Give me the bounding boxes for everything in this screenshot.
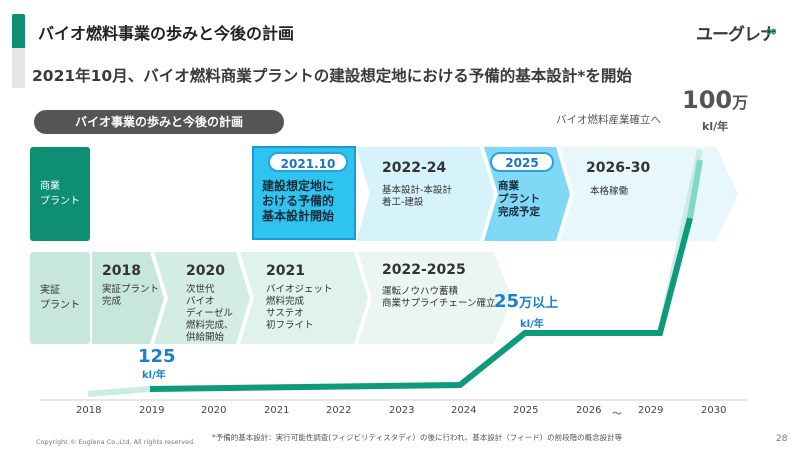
desc-2021-line2: 燃料完成 bbox=[266, 296, 305, 307]
highlight-line1: 建設想定地に bbox=[262, 179, 335, 193]
desc-2021-line3: サステオ bbox=[266, 308, 304, 319]
highlight-line2: おける予備的 bbox=[262, 194, 335, 208]
desc-2022-2025-line2: 商業サプライチェーン確立 bbox=[382, 298, 496, 309]
axis-year-2022: 2022 bbox=[326, 405, 352, 416]
year-2021: 2021 bbox=[266, 263, 305, 279]
year-2026-30: 2026-30 bbox=[586, 160, 651, 176]
row-label-commercial-line1: 商業 bbox=[40, 181, 60, 192]
highlight-text-2021: 建設想定地に おける予備的 基本設計開始 bbox=[262, 179, 334, 224]
demo-arrow-2018 bbox=[92, 252, 164, 344]
desc-2021-line4: 初フライト bbox=[266, 320, 314, 331]
target-capacity-unit: kl/年 bbox=[702, 120, 729, 133]
desc-2025-line2: プラント bbox=[498, 193, 540, 205]
desc-2022-24: 基本設計-本設計 着工-建設 bbox=[382, 185, 452, 209]
page-number: 28 bbox=[776, 434, 788, 444]
commercial-arrow-2022 bbox=[356, 147, 494, 241]
desc-2026-30: 本格稼働 bbox=[590, 186, 629, 197]
desc-2025-line1: 商業 bbox=[498, 180, 519, 192]
desc-2022-2025: 運転ノウハウ蓄積 商業サプライチェーン確立 bbox=[382, 286, 496, 310]
target-capacity-number: 100 bbox=[682, 86, 733, 114]
desc-2020-line5: 供給開始 bbox=[186, 332, 225, 343]
highlight-line3: 基本設計開始 bbox=[262, 209, 335, 223]
demo-arrow-2020 bbox=[154, 252, 250, 344]
year-2020: 2020 bbox=[186, 263, 225, 279]
company-logo: ユーグレナ bbox=[696, 25, 777, 45]
target-capacity: 100万 bbox=[682, 86, 748, 114]
year-pill-2025: 2025 bbox=[490, 152, 554, 172]
footnote: *予備的基本設計：実行可能性調査(フィジビリティスタディ）の後に行われ、基本設計… bbox=[212, 433, 623, 442]
capacity-25man: 25万以上 bbox=[494, 291, 558, 312]
desc-2022-2025-line1: 運転ノウハウ蓄積 bbox=[382, 286, 459, 297]
desc-2022-24-line1: 基本設計-本設計 bbox=[382, 185, 452, 196]
axis-year-2021: 2021 bbox=[264, 405, 290, 416]
capacity-25man-unit: kl/年 bbox=[520, 319, 544, 330]
year-pill-2021-10: 2021.10 bbox=[268, 152, 348, 172]
axis-year-2023: 2023 bbox=[389, 405, 415, 416]
row-label-demo-line1: 実証 bbox=[40, 285, 60, 296]
target-capacity-man: 万 bbox=[732, 93, 749, 112]
header-accent-bar-grey bbox=[12, 48, 25, 88]
header-accent-bar bbox=[12, 14, 25, 48]
desc-2021: バイオジェット 燃料完成 サステオ 初フライト bbox=[266, 284, 333, 332]
demo-arrow-2022 bbox=[358, 252, 512, 344]
desc-2018-line2: 完成 bbox=[102, 296, 122, 307]
row-label-demo: 実証 プラント bbox=[30, 252, 90, 344]
row-label-demo-line2: プラント bbox=[40, 300, 80, 311]
axis-year-2024: 2024 bbox=[451, 405, 477, 416]
desc-2020-line3: ディーゼル bbox=[186, 308, 233, 319]
commercial-row-blank bbox=[92, 147, 250, 241]
growth-line bbox=[149, 217, 693, 392]
desc-2020-line4: 燃料完成、 bbox=[186, 320, 234, 331]
desc-2018-line1: 実証プラント bbox=[102, 284, 160, 295]
axis-year-2019: 2019 bbox=[139, 405, 165, 416]
row-label-commercial: 商業 プラント bbox=[30, 147, 90, 241]
demo-arrow-2021 bbox=[240, 252, 368, 344]
desc-2025: 商業 プラント 完成予定 bbox=[498, 180, 540, 219]
page-subtitle: 2021年10月、バイオ燃料商業プラントの建設想定地における予備的基本設計*を開… bbox=[32, 67, 632, 85]
axis-tilde: 〜 bbox=[612, 409, 622, 420]
row-label-commercial-line2: プラント bbox=[40, 196, 80, 207]
desc-2021-line1: バイオジェット bbox=[266, 284, 333, 295]
axis-year-2026: 2026 bbox=[576, 405, 602, 416]
year-2022-2025: 2022-2025 bbox=[382, 262, 466, 278]
desc-2020-line1: 次世代 bbox=[186, 284, 215, 295]
capacity-25man-number: 25 bbox=[494, 291, 520, 312]
desc-2018: 実証プラント 完成 bbox=[102, 284, 159, 308]
axis-year-2025: 2025 bbox=[513, 405, 539, 416]
desc-2022-24-line2: 着工-建設 bbox=[382, 197, 424, 208]
desc-2020: 次世代 バイオ ディーゼル 燃料完成、 供給開始 bbox=[186, 284, 234, 344]
axis-year-2029: 2029 bbox=[638, 405, 664, 416]
page-title: バイオ燃料事業の歩みと今後の計画 bbox=[38, 24, 295, 43]
capacity-125: 125 bbox=[138, 346, 176, 367]
section-pill: バイオ事業の歩みと今後の計画 bbox=[34, 110, 284, 134]
growth-line-future bbox=[687, 159, 703, 219]
year-2022-24: 2022-24 bbox=[382, 160, 447, 176]
desc-2025-line3: 完成予定 bbox=[498, 206, 540, 218]
desc-2020-line2: バイオ bbox=[186, 296, 215, 307]
logo-mark-icon: ∞ bbox=[765, 22, 778, 40]
axis-year-2030: 2030 bbox=[701, 405, 727, 416]
capacity-25man-suffix: 万以上 bbox=[519, 296, 559, 311]
capacity-125-unit: kl/年 bbox=[142, 370, 166, 381]
target-label: バイオ燃料産業確立へ bbox=[556, 114, 661, 126]
copyright: Copyright © Euglena Co.,Ltd. All rights … bbox=[36, 438, 196, 446]
year-2018: 2018 bbox=[102, 263, 141, 279]
axis-year-2018: 2018 bbox=[76, 405, 102, 416]
axis-year-2020: 2020 bbox=[201, 405, 227, 416]
